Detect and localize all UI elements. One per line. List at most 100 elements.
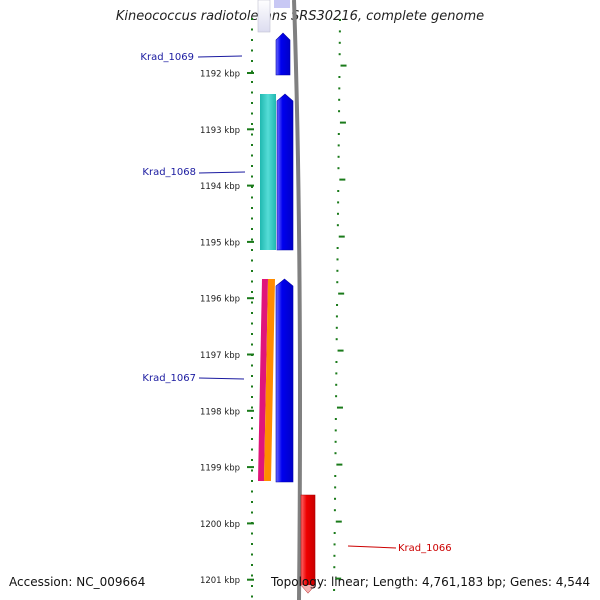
ruler-major-tick [247,184,254,187]
tick-dot [251,165,253,167]
tick-dot [251,343,253,346]
tick-dot [251,144,253,146]
tick-dot [339,121,346,124]
tick-dot [251,543,253,545]
gene-label-krad-1069: Krad_1069 [140,52,194,63]
tick-dot [251,259,253,262]
tick-dot [251,280,253,283]
tick-dot [251,333,253,335]
ruler-label: 1194 kbp [200,182,240,192]
tick-dot [251,175,253,178]
ruler-major-tick [247,297,254,300]
tick-dot [335,577,342,580]
ruler-major-tick [247,353,254,356]
tick-dot [336,269,339,272]
ruler-label: 1200 kbp [200,520,240,530]
gene-track [257,0,316,600]
tick-dot [251,70,253,73]
tick-dot [251,81,253,83]
tick-dot [334,475,337,477]
tick-dot [336,281,339,284]
tick-dot [251,186,253,188]
gene-label-krad-1066: Krad_1066 [398,543,452,554]
ruler-major-tick [247,409,254,412]
tick-dot [251,112,253,115]
tick-dot [334,452,337,455]
ruler-major-tick [247,522,254,525]
tick-dot [251,585,253,587]
tick-dot [335,520,342,523]
tick-dot [251,396,253,398]
tick-dot [336,406,343,409]
topology-text: Topology: linear; Length: 4,761,183 bp; … [271,575,591,589]
gene-krad-1066-tip [301,585,315,593]
gene-krad-1068 [276,93,294,251]
tick-dot [337,144,340,147]
tick-dot [333,589,336,591]
tick-dot [338,292,345,295]
tick-dot [251,312,253,314]
left-tick-column [251,18,253,598]
tick-dot [338,87,341,90]
tick-dot [251,490,253,493]
tick-dot [251,102,253,104]
ruler-label: 1198 kbp [200,407,240,417]
tick-dot [334,418,337,420]
tick-dot [338,30,341,33]
gene-krad-1067 [275,278,294,483]
tick-dot [251,301,253,304]
leader-line-krad-1069 [197,55,243,58]
tick-dot [336,247,339,249]
gene-labels: Krad_1069 Krad_1068 Krad_1067 Krad_1066 [140,52,451,554]
tick-dot [251,270,253,272]
tick-dot [251,564,253,566]
tick-dot [337,133,340,135]
tick-dot [251,385,253,388]
tick-dot [251,417,253,419]
gene-label-krad-1067: Krad_1067 [142,373,196,384]
tick-dot [338,98,341,101]
tick-dot [338,235,345,238]
tick-dot [334,429,337,432]
tick-dot [251,438,253,440]
leader-line-krad-1067 [198,377,245,380]
tick-dot [334,497,337,500]
right-tick-column [333,19,347,591]
tick-dot [335,338,338,341]
tick-dot [337,155,340,158]
tick-dot [251,532,253,535]
genome-title: Kineococcus radiotolerans SRS30216, comp… [115,9,485,24]
tick-dot [336,258,339,261]
gene-label-krad-1068: Krad_1068 [142,167,196,178]
ruler-major-tick [247,240,254,243]
tick-dot [251,427,253,430]
tick-dot [335,372,338,375]
tick-dot [336,463,343,466]
tick-dot [251,595,253,598]
leader-line-krad-1068 [198,171,246,174]
tick-dot [340,64,347,67]
tick-dot [336,304,339,306]
tick-dot [334,440,337,443]
leader-line-krad-1066 [347,545,397,549]
tick-dot [251,364,253,367]
tick-dot [337,201,340,204]
homolog-block-orange [264,279,275,481]
tick-dot [251,553,253,556]
tick-dot [251,469,253,472]
tick-dot [251,574,253,577]
tick-dot [333,532,336,534]
tick-dot [339,19,341,21]
tick-dot [251,459,253,461]
ruler-major-tick [247,578,254,581]
tick-dot [337,349,344,352]
ruler-label: 1195 kbp [200,238,240,248]
tick-dot [336,212,339,215]
genome-backbone [292,0,303,600]
homolog-block-magenta [258,279,268,481]
gene-krad-1069 [275,32,291,76]
accession-text: Accession: NC_009664 [9,575,146,589]
tick-dot [335,326,338,329]
ruler-label: 1201 kbp [200,576,240,586]
tick-dot [334,486,337,489]
